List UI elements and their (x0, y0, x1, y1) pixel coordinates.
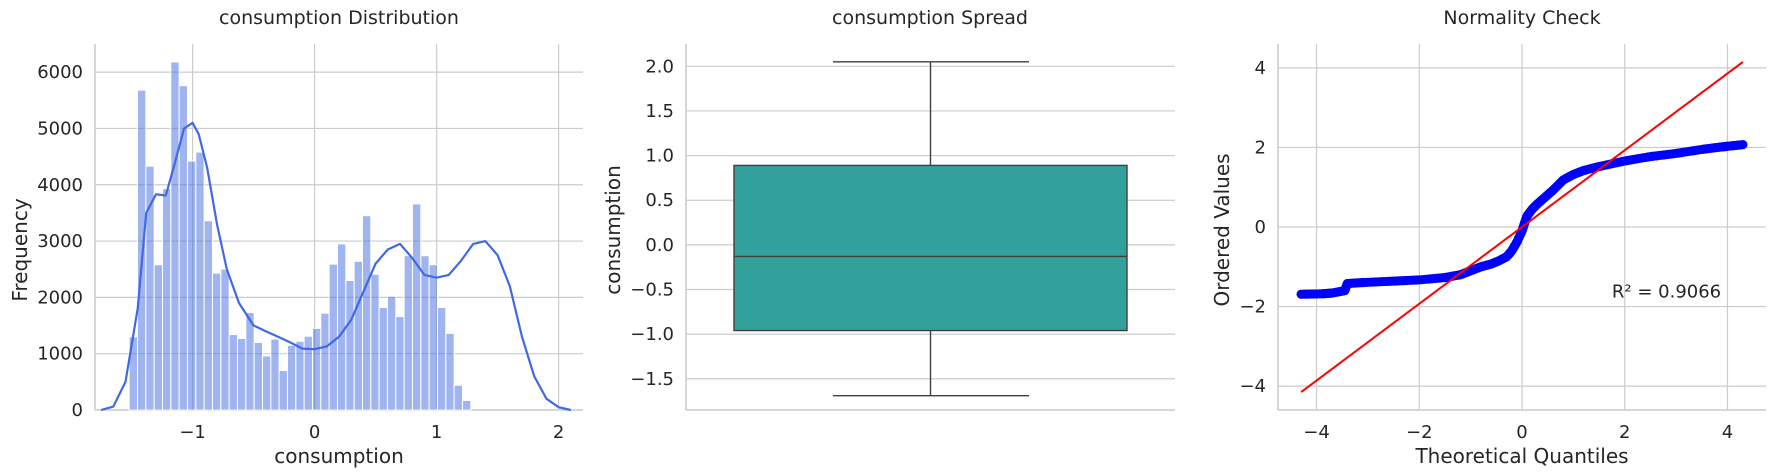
histogram-bar (453, 384, 463, 411)
histogram-bar (153, 264, 163, 411)
y-tick-label: 4 (1255, 58, 1266, 79)
histogram-bar (378, 307, 388, 411)
histogram-bar (370, 273, 380, 411)
histogram-bar (328, 263, 338, 411)
y-tick-label: 0.5 (645, 190, 674, 211)
y-tick-label: 2000 (37, 287, 83, 308)
qq-panel: Normality Check Theoretical Quantiles Or… (1210, 7, 1766, 468)
iqr-box (733, 164, 1128, 332)
histogram-bar (428, 264, 438, 411)
y-tick-label: 3000 (37, 231, 83, 252)
histogram-bar (228, 334, 238, 411)
histogram-bar (278, 370, 288, 411)
r-squared-annotation: R² = 0.9066 (1612, 282, 1721, 303)
x-tick-label: 0 (1516, 422, 1527, 443)
histogram-bar (403, 255, 413, 411)
kde-line (100, 121, 572, 412)
histogram-bar (445, 332, 455, 411)
histogram-ylabel: Frequency (8, 198, 32, 301)
histogram-bar (161, 188, 172, 411)
x-tick-label: 4 (1722, 422, 1733, 443)
y-tick-label: 4000 (37, 175, 83, 196)
y-tick-label: 2.0 (645, 56, 674, 77)
histogram-bar (311, 327, 322, 411)
histogram-bar (320, 312, 330, 411)
y-tick-label: −2 (1239, 297, 1266, 318)
histogram-bar (203, 220, 213, 411)
histogram-bar (345, 279, 355, 411)
y-tick-label: 0 (1255, 217, 1266, 238)
histogram-bar (220, 268, 230, 411)
histogram-title: consumption Distribution (219, 7, 459, 29)
y-tick-label: 1000 (37, 344, 83, 365)
histogram-bar (236, 337, 247, 411)
histogram-bar (361, 215, 372, 411)
x-tick-label: −1 (179, 422, 206, 443)
x-tick-label: 2 (553, 422, 564, 443)
histogram-bar (211, 272, 222, 411)
boxplot-panel: consumption Spread consumption −1.5 −1.0 −… (601, 7, 1175, 411)
y-tick-label: 2 (1255, 137, 1266, 158)
histogram-bar (186, 160, 197, 411)
y-tick-label: −0.5 (630, 279, 674, 300)
y-tick-label: 6000 (37, 62, 83, 83)
qq-ylabel: Ordered Values (1210, 153, 1234, 306)
histogram-bar (336, 243, 347, 411)
histogram-bar (295, 340, 305, 411)
boxplot-ylabel: consumption (601, 165, 625, 295)
histogram-bar (245, 312, 255, 411)
y-tick-label: −4 (1239, 376, 1266, 397)
qq-title: Normality Check (1443, 7, 1600, 29)
histogram-bar (286, 344, 297, 411)
histogram-bar (145, 165, 155, 411)
histogram-bar (461, 399, 472, 411)
histogram-bar (253, 341, 263, 411)
y-tick-label: 1.5 (645, 101, 674, 122)
histogram-bar (270, 338, 280, 411)
histogram-bar (136, 89, 147, 411)
histogram-bar (353, 260, 363, 411)
x-tick-label: 0 (309, 422, 320, 443)
y-tick-label: −1.5 (630, 369, 674, 390)
qq-point (1738, 140, 1748, 150)
y-tick-label: 1.0 (645, 146, 674, 167)
histogram-bar (411, 203, 422, 411)
histogram-bar (195, 151, 205, 411)
histogram-bar (420, 255, 430, 411)
x-tick-label: −4 (1303, 422, 1330, 443)
histogram-panel: consumption Distribution consumption Fre… (8, 7, 583, 468)
x-tick-label: 2 (1619, 422, 1630, 443)
histogram-bar (261, 355, 272, 411)
qq-xlabel: Theoretical Quantiles (1414, 444, 1628, 468)
y-tick-label: 5000 (37, 118, 83, 139)
x-tick-label: −2 (1406, 422, 1433, 443)
fit-line (1300, 61, 1744, 393)
x-tick-label: 1 (431, 422, 442, 443)
histogram-bar (386, 295, 397, 411)
histogram-bar (170, 61, 180, 411)
y-tick-label: 0.0 (645, 235, 674, 256)
histogram-xlabel: consumption (274, 444, 404, 468)
boxplot-title: consumption Spread (832, 7, 1028, 29)
histogram-bar (436, 307, 447, 411)
histogram-bar (303, 335, 313, 411)
y-tick-label: −1.0 (630, 324, 674, 345)
y-tick-label: 0 (72, 400, 83, 421)
histogram-bar (395, 316, 405, 411)
